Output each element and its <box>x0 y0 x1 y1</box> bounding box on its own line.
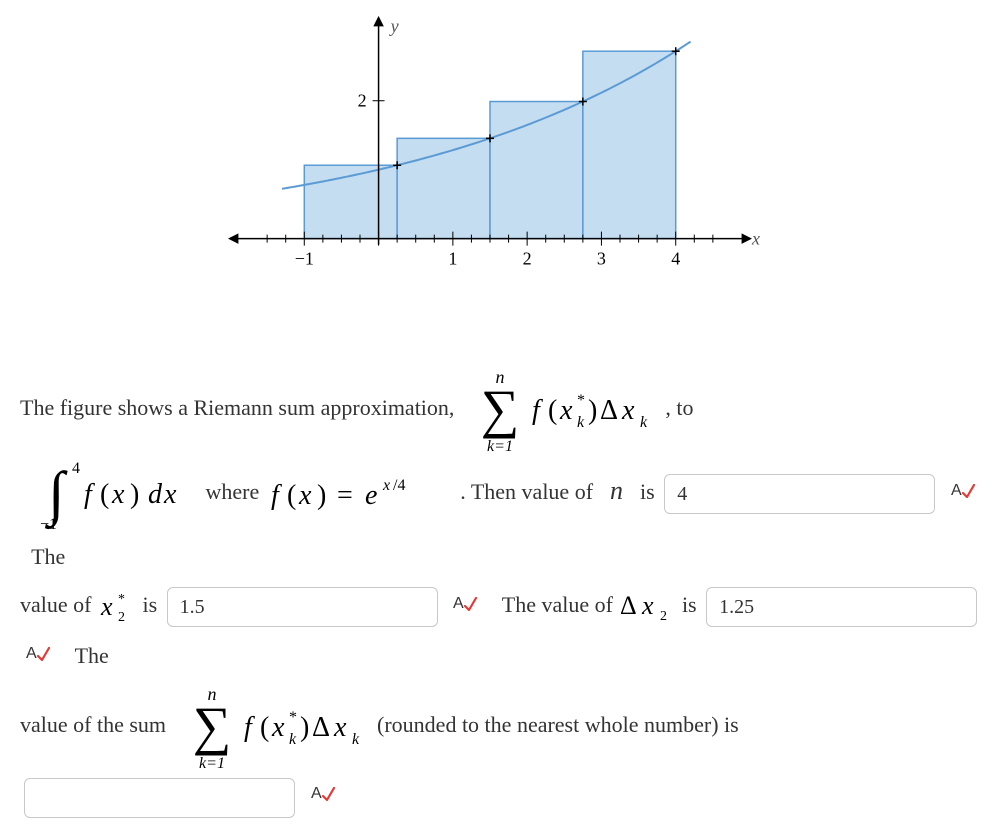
svg-text:x: x <box>559 395 573 426</box>
intro-text: The figure shows a Riemann sum approxima… <box>20 395 454 420</box>
svg-text:x: x <box>641 591 654 620</box>
svg-text:2: 2 <box>660 609 667 624</box>
svg-text:=: = <box>337 480 353 511</box>
svg-text:*: * <box>577 392 585 409</box>
svg-text:A: A <box>453 595 464 612</box>
svg-text:(: ( <box>548 395 557 426</box>
svg-text:y: y <box>389 16 399 36</box>
svg-text:A: A <box>311 785 322 802</box>
svg-text:f: f <box>244 712 255 743</box>
svg-text:x: x <box>751 229 760 249</box>
svg-text:x: x <box>271 712 285 743</box>
svg-text:/4: /4 <box>393 477 405 494</box>
svg-text:4: 4 <box>72 460 80 477</box>
svg-text:A: A <box>26 645 37 662</box>
sum-expression: n ∑ k=1 f ( x * k ) Δ x k <box>460 365 660 455</box>
svg-text:x: x <box>298 480 312 511</box>
svg-text:1: 1 <box>448 249 457 269</box>
answer-sum-input[interactable] <box>24 778 295 818</box>
svg-text:2: 2 <box>118 610 125 625</box>
svg-text:f: f <box>532 395 543 426</box>
question-body: The figure shows a Riemann sum approxima… <box>20 365 983 822</box>
svg-text:x: x <box>382 477 390 494</box>
status-icon: A <box>451 583 477 631</box>
svg-text:): ) <box>317 480 326 511</box>
svg-text:x: x <box>111 479 125 510</box>
svg-text:k: k <box>577 414 585 431</box>
svg-text:∑: ∑ <box>481 379 520 439</box>
the-2: The <box>75 643 109 668</box>
svg-text:k=1: k=1 <box>199 755 225 772</box>
riemann-chart: −1 1 2 3 4 2 x y <box>200 0 780 335</box>
svg-text:f: f <box>271 480 282 511</box>
answer-x2-input[interactable] <box>167 587 438 627</box>
the-1: The <box>31 544 65 569</box>
then-n-text: . Then value of <box>460 479 593 504</box>
svg-text:k: k <box>640 414 648 431</box>
svg-text:x: x <box>621 395 635 426</box>
svg-text:x: x <box>333 712 347 743</box>
is-2: is <box>142 592 157 617</box>
rounded-text: (rounded to the nearest whole number) is <box>377 712 739 737</box>
n-is-text: is <box>640 479 655 504</box>
svg-text:x: x <box>100 592 113 621</box>
value-of-x2: value of <box>20 592 91 617</box>
fx-definition: f ( x ) = e x /4 <box>265 472 455 516</box>
svg-text:(: ( <box>100 479 109 510</box>
answer-dx2-input[interactable] <box>706 587 977 627</box>
svg-text:(: ( <box>260 712 269 743</box>
svg-text:Δ: Δ <box>312 712 330 743</box>
svg-text:d: d <box>148 479 163 510</box>
sum-expression-2: n ∑ k=1 f ( x * k ) Δ x k <box>172 682 372 772</box>
svg-text:Δ: Δ <box>620 591 637 620</box>
svg-text:): ) <box>300 712 309 743</box>
svg-text:k: k <box>352 731 360 748</box>
svg-text:−1: −1 <box>295 249 314 269</box>
dx2-symbol: Δ x 2 <box>618 590 676 624</box>
svg-text:−1: −1 <box>40 516 57 533</box>
n-symbol: n <box>610 476 623 505</box>
svg-text:*: * <box>289 709 297 726</box>
svg-text:): ) <box>588 395 597 426</box>
svg-text:2: 2 <box>358 91 367 111</box>
svg-text:2: 2 <box>523 249 532 269</box>
svg-text:A: A <box>951 482 962 499</box>
is-3: is <box>682 592 697 617</box>
status-icon: A <box>309 773 335 821</box>
status-icon: A <box>949 470 975 518</box>
answer-n-input[interactable] <box>664 474 935 514</box>
integral-expression: ∫ 4 −1 f ( x ) d x <box>20 455 200 533</box>
svg-text:e: e <box>365 480 377 511</box>
where-text: where <box>206 479 260 504</box>
svg-text:3: 3 <box>597 249 606 269</box>
the-value-of-dx2: The value of <box>502 592 613 617</box>
svg-text:4: 4 <box>671 249 680 269</box>
svg-text:*: * <box>118 592 125 607</box>
svg-text:f: f <box>84 479 95 510</box>
svg-text:Δ: Δ <box>600 395 618 426</box>
svg-text:): ) <box>130 479 139 510</box>
to-text: , to <box>665 395 693 420</box>
svg-text:(: ( <box>287 480 296 511</box>
svg-text:x: x <box>163 479 177 510</box>
svg-text:k=1: k=1 <box>487 438 513 455</box>
svg-text:k: k <box>289 731 297 748</box>
value-of-sum: value of the sum <box>20 712 166 737</box>
chart-svg: −1 1 2 3 4 2 x y <box>200 0 780 330</box>
svg-text:∑: ∑ <box>192 696 231 756</box>
x2-star-symbol: x * 2 <box>97 589 137 625</box>
status-icon: A <box>24 633 50 681</box>
